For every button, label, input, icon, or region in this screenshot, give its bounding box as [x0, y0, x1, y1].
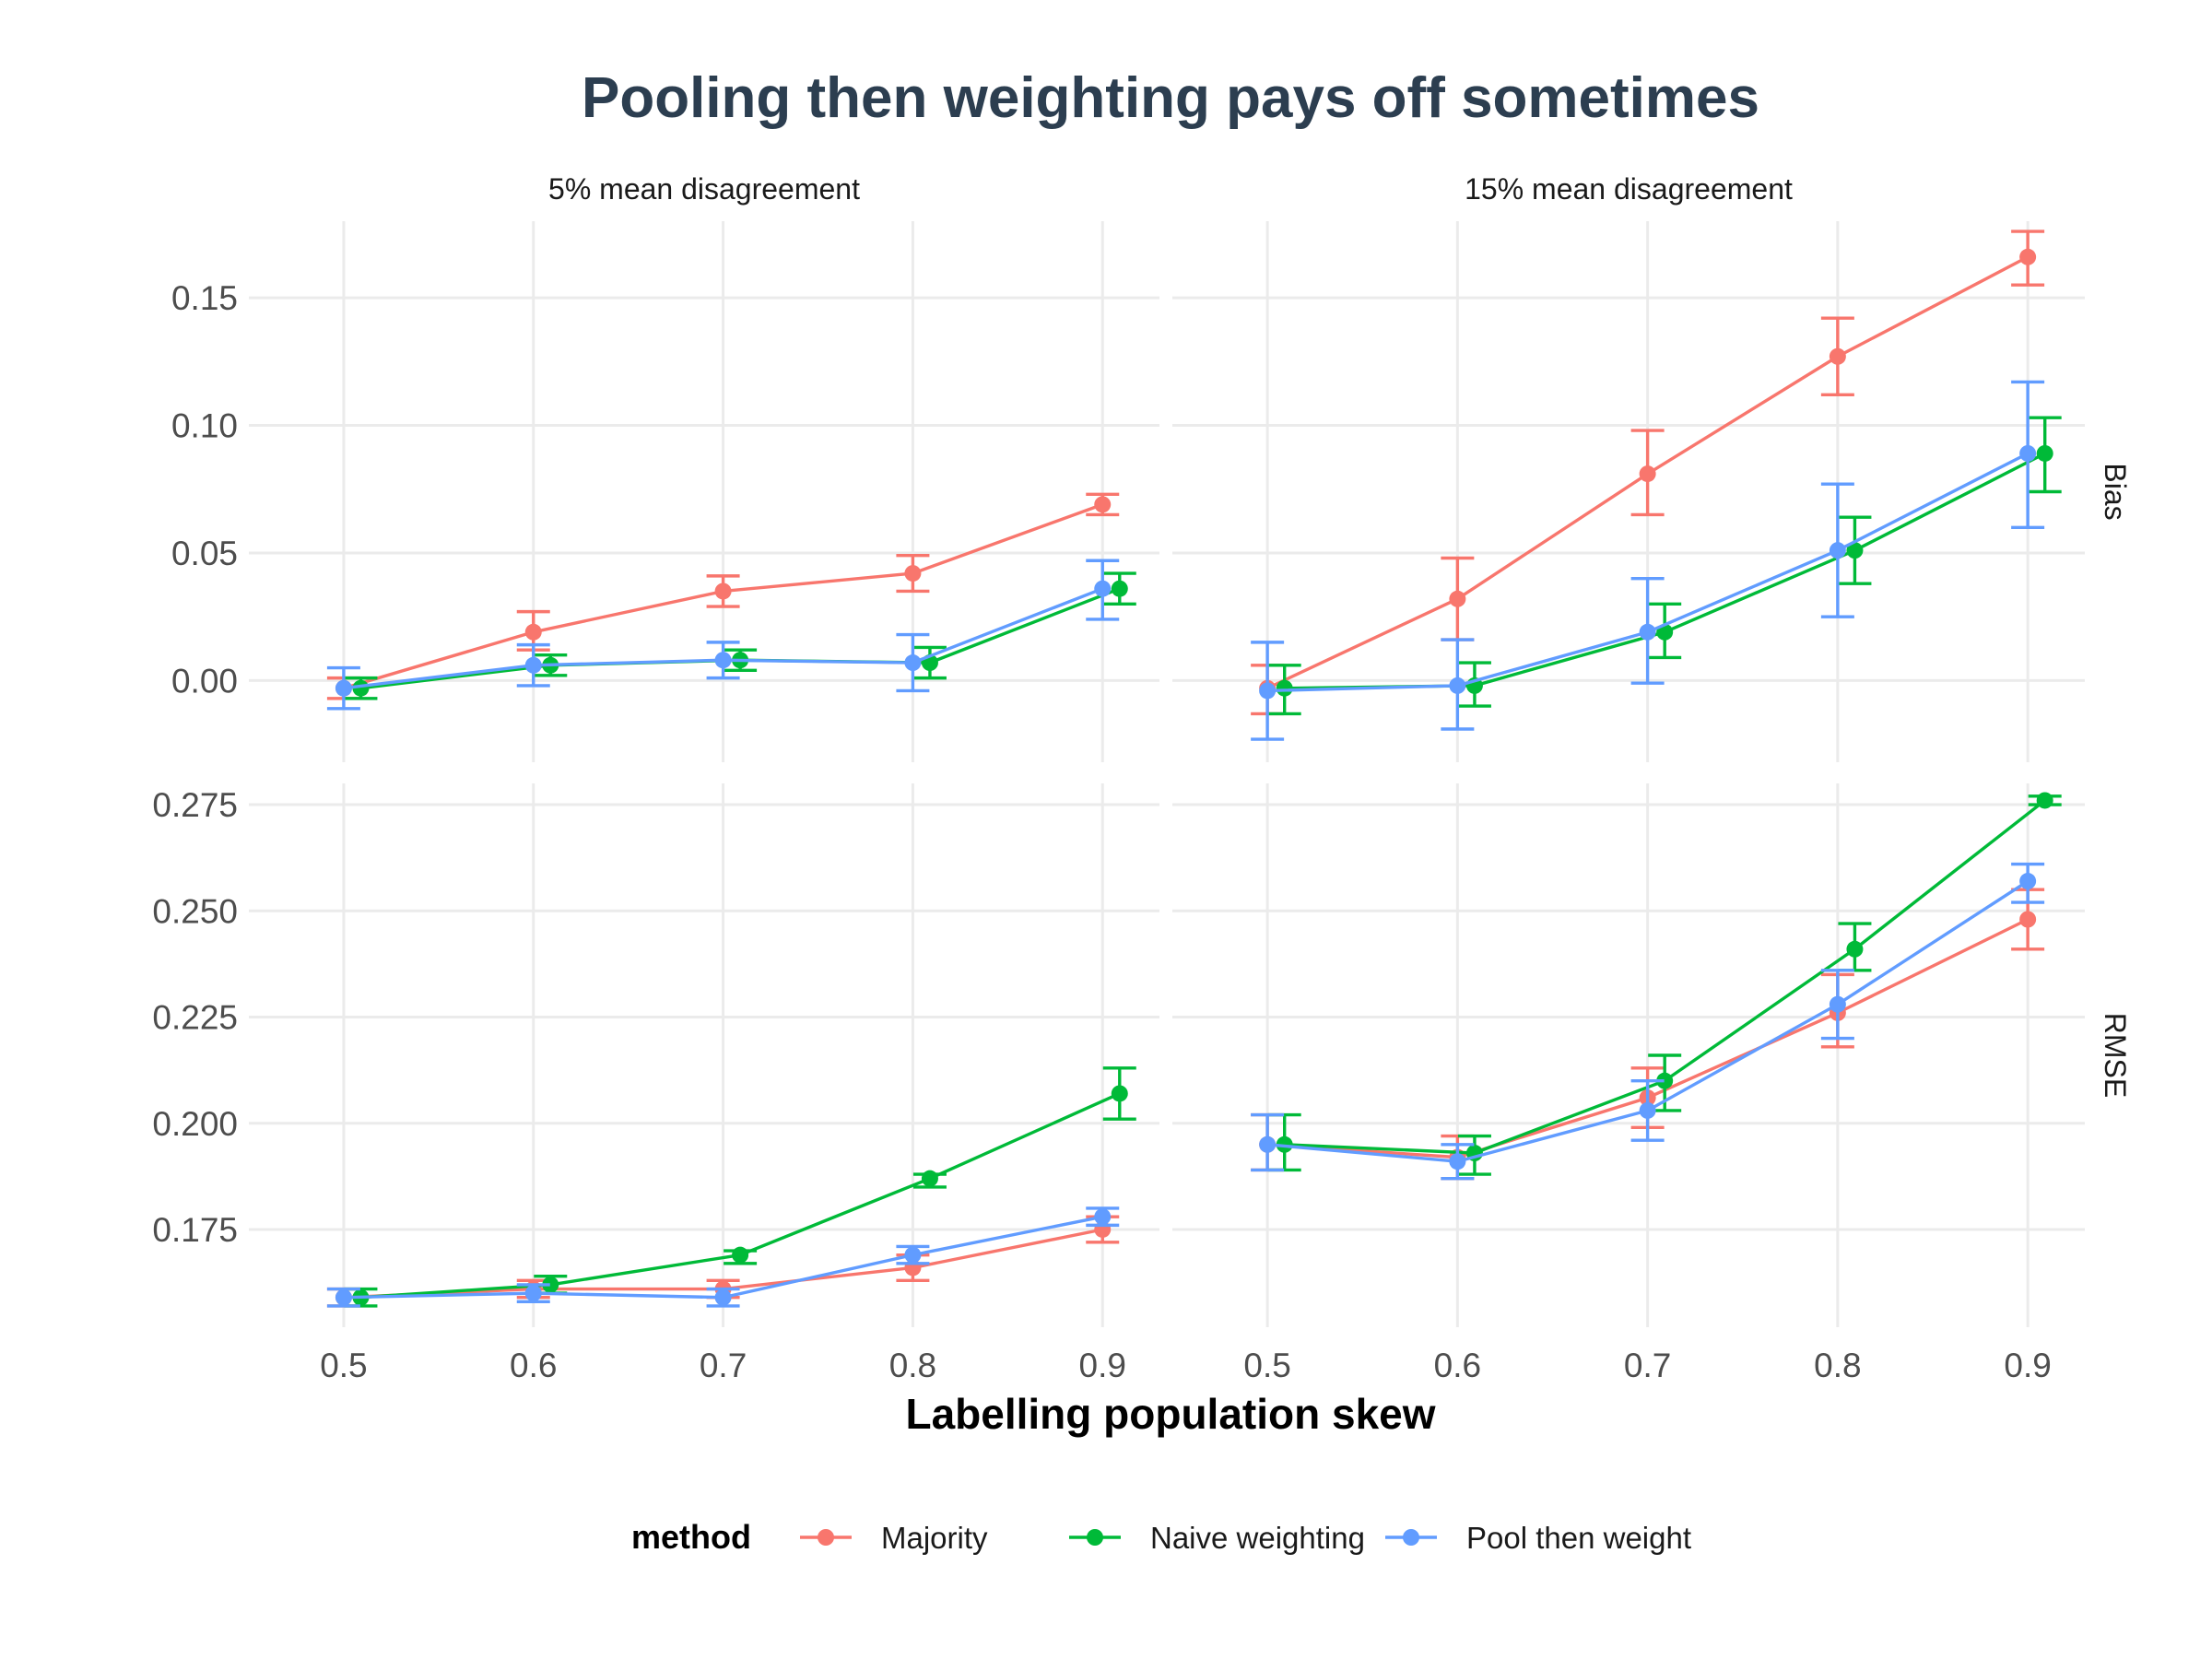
x-tick-label: 0.5 [320, 1347, 367, 1384]
grid-panel-1-0 [1172, 221, 2085, 762]
data-point [2019, 248, 2037, 265]
series-pool-then-weight [326, 1206, 1120, 1308]
y-tick-label: 0.175 [152, 1211, 238, 1249]
data-point [904, 1246, 922, 1264]
x-tick-label: 0.7 [1624, 1347, 1671, 1384]
data-point [2019, 911, 2037, 928]
x-tick-label: 0.7 [700, 1347, 747, 1384]
data-point [2036, 792, 2053, 809]
series-naive-weighting [1267, 792, 2062, 1176]
legend: method Majority Naive weighting Pool then … [631, 1518, 1691, 1556]
facet-label-column: 15% mean disagreement [1465, 172, 1793, 206]
panel-15-mean-disagreement-rmse [1251, 792, 2062, 1181]
data-point [1111, 1085, 1128, 1102]
data-point [524, 1285, 542, 1302]
facet-label-row: RMSE [2099, 1013, 2132, 1098]
legend-key-point [818, 1529, 834, 1546]
grid-panel-0-0 [249, 221, 1159, 762]
y-tick-label: 0.10 [171, 407, 238, 445]
data-point [1276, 679, 1293, 697]
data-point [1094, 496, 1112, 513]
series-pool-then-weight [1251, 380, 2045, 741]
y-tick-label: 0.15 [171, 279, 238, 317]
x-tick-label: 0.8 [1814, 1347, 1861, 1384]
data-point [524, 623, 542, 641]
data-point [1094, 580, 1112, 597]
data-point [714, 1288, 732, 1306]
data-point [1829, 542, 1846, 559]
data-point [1639, 623, 1656, 641]
data-point [2019, 444, 2037, 462]
chart-title: Pooling then weighting pays off sometime… [582, 66, 1759, 130]
data-point [732, 1246, 749, 1264]
data-point [2036, 444, 2053, 462]
x-tick-label: 0.9 [1079, 1347, 1126, 1384]
panel-5-mean-disagreement-rmse [326, 1066, 1136, 1308]
grid-panel-1-1 [1172, 783, 2085, 1327]
x-tick-label: 0.8 [889, 1347, 936, 1384]
data-point [1656, 1072, 1674, 1089]
legend-key-point [1403, 1529, 1419, 1546]
series-naive-weighting [344, 1066, 1136, 1308]
data-point [524, 656, 542, 674]
data-point [1639, 1101, 1656, 1119]
x-tick-label: 0.5 [1243, 1347, 1290, 1384]
x-axis-ticks: 0.5 0.6 0.7 0.8 0.9 0.5 0.6 0.7 0.8 0.9 [320, 1347, 2052, 1384]
legend-title: method [631, 1518, 751, 1556]
y-tick-label: 0.275 [152, 786, 238, 824]
data-point [714, 582, 732, 600]
legend-entry-naive-weighting: Naive weighting [1069, 1521, 1365, 1555]
series-majority [1251, 229, 2045, 716]
data-point [1111, 580, 1128, 597]
panel-15-mean-disagreement-bias [1251, 229, 2062, 741]
panel-5-mean-disagreement-bias [326, 492, 1136, 711]
y-tick-label: 0.225 [152, 999, 238, 1037]
y-tick-label: 0.200 [152, 1105, 238, 1143]
data-point [1449, 677, 1466, 694]
legend-key-point [1087, 1529, 1103, 1546]
series-pool-then-weight [1251, 862, 2045, 1181]
facet-strips: 5% mean disagreement 15% mean disagreemen… [548, 172, 2132, 1098]
data-point [542, 1276, 559, 1293]
data-point [1449, 1153, 1466, 1171]
y-axis-ticks: 0.00 0.05 0.10 0.15 0.175 0.200 0.225 0.250 0.27… [152, 279, 238, 1249]
data-point [1259, 682, 1277, 700]
data-point [1846, 542, 1864, 559]
legend-entry-pool-then-weight: Pool then weight [1385, 1521, 1691, 1555]
y-tick-label: 0.00 [171, 662, 238, 700]
data-point [921, 1170, 938, 1187]
data-point [335, 1288, 352, 1306]
x-axis-title: Labelling population skew [905, 1390, 1435, 1438]
x-tick-label: 0.6 [1434, 1347, 1481, 1384]
y-tick-label: 0.05 [171, 535, 238, 572]
data-point [1094, 1208, 1112, 1226]
data-point [1846, 940, 1864, 958]
series-pool-then-weight [326, 559, 1120, 711]
facet-panels [249, 221, 2085, 1327]
legend-label: Naive weighting [1150, 1521, 1365, 1555]
x-tick-label: 0.9 [2004, 1347, 2051, 1384]
data-point [335, 679, 352, 697]
facet-label-column: 5% mean disagreement [548, 172, 860, 206]
data-point [1829, 995, 1846, 1013]
legend-entry-majority: Majority [800, 1521, 988, 1555]
legend-label: Majority [881, 1521, 988, 1555]
x-tick-label: 0.6 [510, 1347, 557, 1384]
legend-label: Pool then weight [1466, 1521, 1691, 1555]
y-tick-label: 0.250 [152, 892, 238, 930]
data-point [1829, 347, 1846, 365]
data-point [904, 654, 922, 672]
data-point [2019, 873, 2037, 890]
data-point [904, 565, 922, 582]
facet-label-row: Bias [2099, 463, 2132, 520]
data-point [1259, 1135, 1277, 1153]
data-point [714, 652, 732, 669]
data-point [1639, 465, 1656, 483]
data-point [1449, 590, 1466, 607]
